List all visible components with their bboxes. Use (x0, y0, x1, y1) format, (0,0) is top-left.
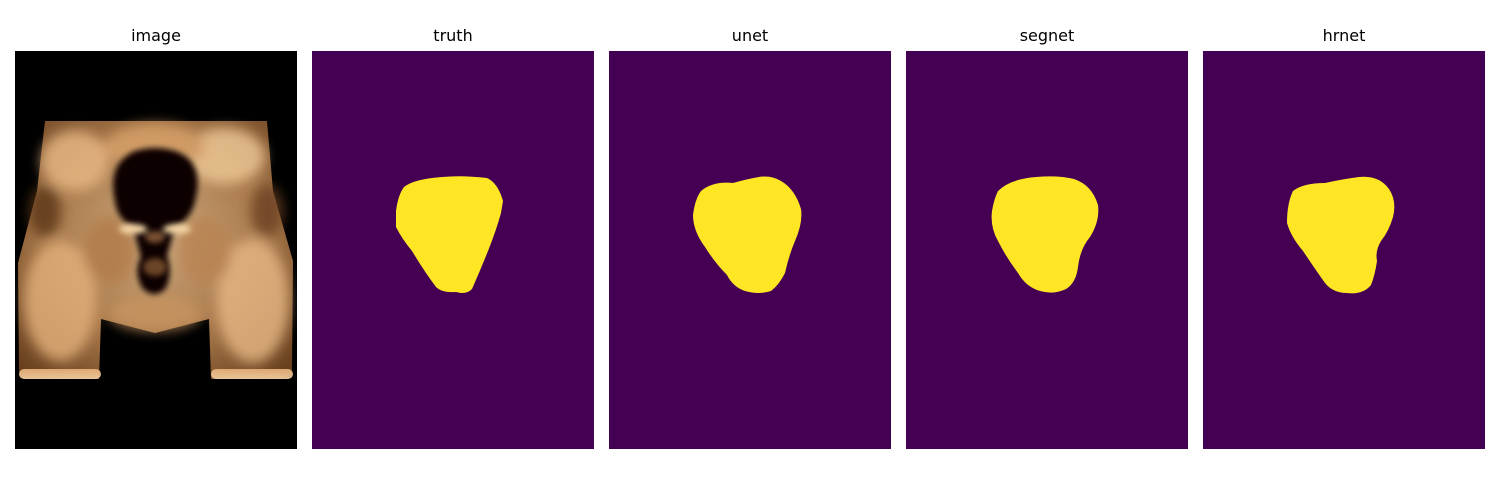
panel-title-truth: truth (433, 26, 473, 45)
mask-segnet (906, 51, 1188, 449)
mask-region (1287, 176, 1395, 294)
ultrasound-image (15, 51, 297, 449)
mask-region (693, 176, 802, 293)
panel-unet: unet (609, 0, 891, 500)
mask-truth (312, 51, 594, 449)
mask-region (396, 176, 503, 293)
panel-title-image: image (131, 26, 181, 45)
mask-unet (609, 51, 891, 449)
panel-hrnet: hrnet (1203, 0, 1485, 500)
panel-title-unet: unet (731, 26, 769, 45)
panel-title-hrnet: hrnet (1322, 26, 1366, 45)
panel-image: image (15, 0, 297, 500)
mask-hrnet (1203, 51, 1485, 449)
mask-region (991, 176, 1099, 293)
panel-title-segnet: segnet (1019, 26, 1075, 45)
panel-segnet: segnet (906, 0, 1188, 500)
panel-truth: truth (312, 0, 594, 500)
